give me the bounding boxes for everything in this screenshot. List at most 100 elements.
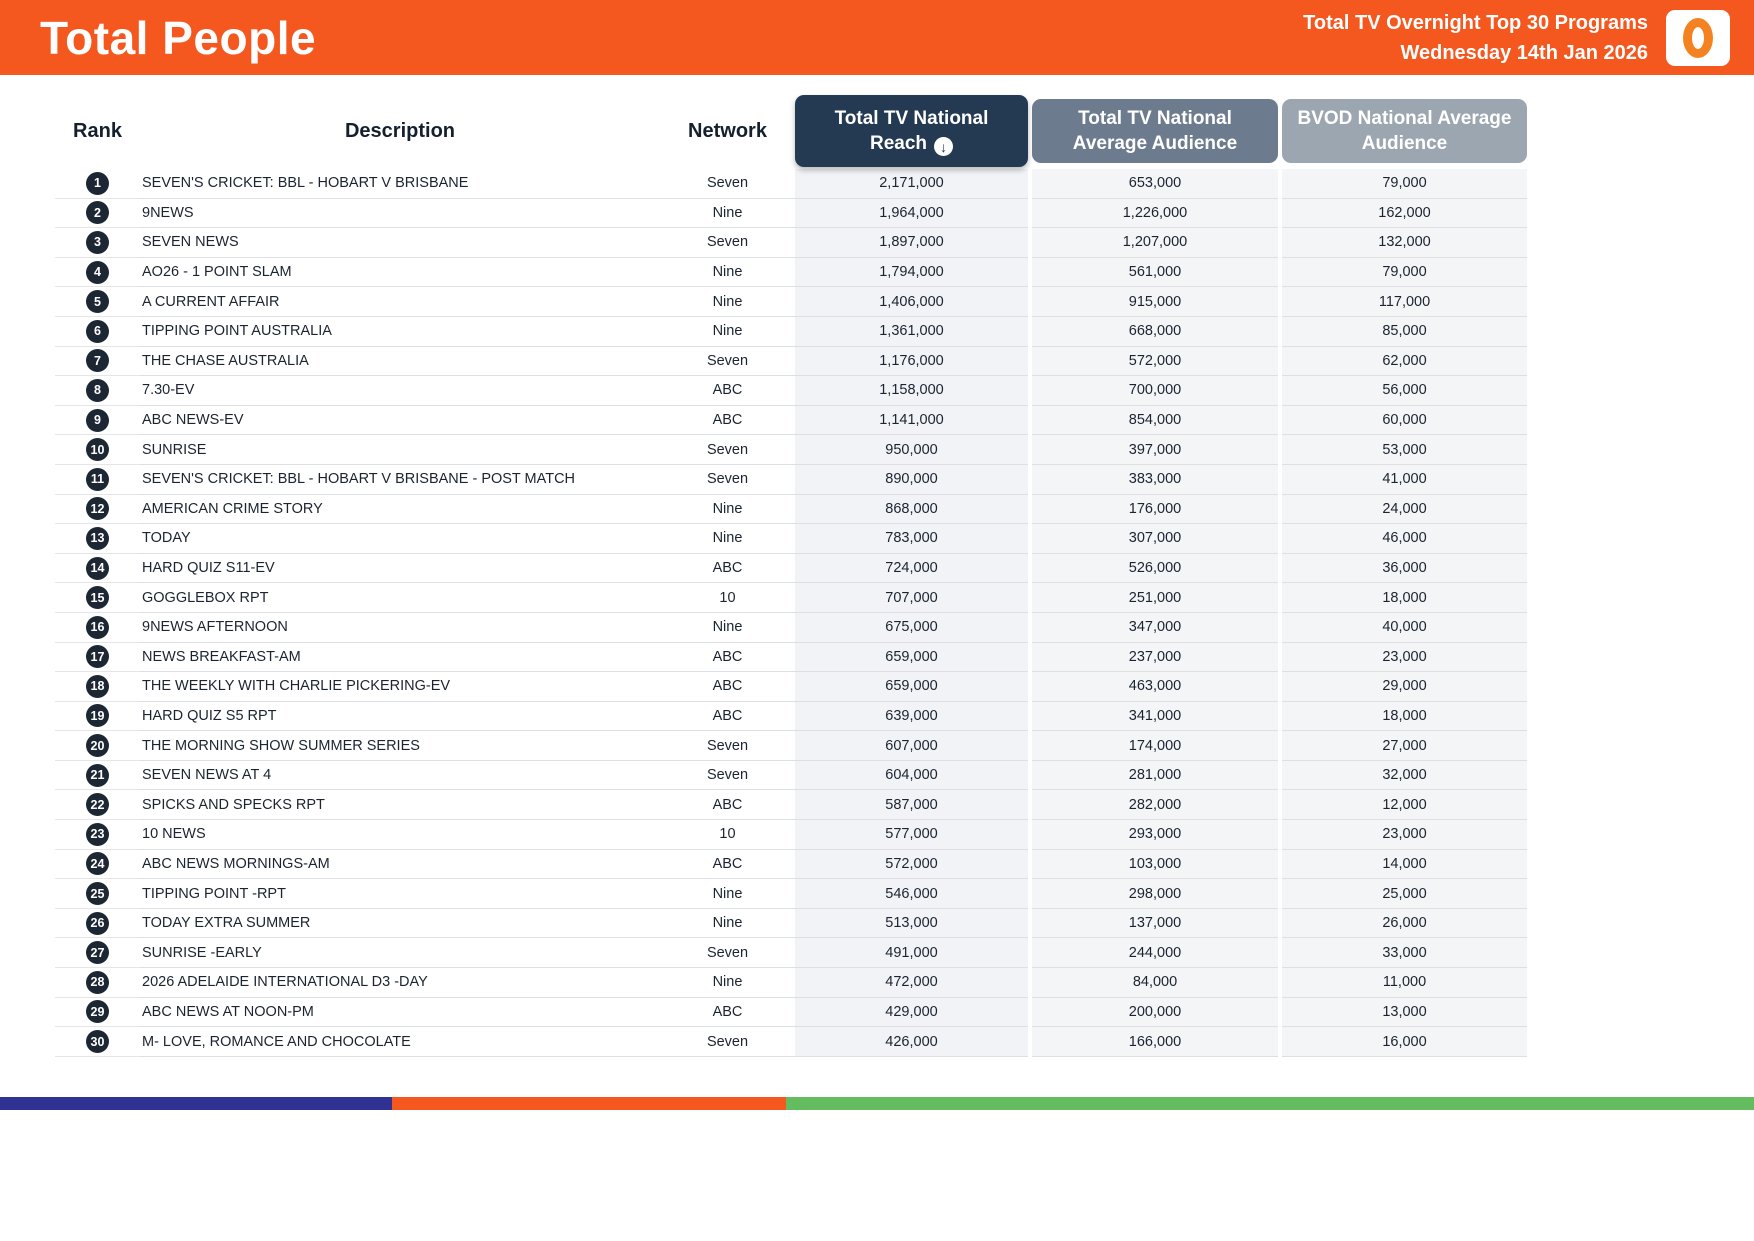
reach-cell: 724,000 xyxy=(795,553,1028,584)
rank-badge: 6 xyxy=(86,319,109,343)
average-audience-cell: 347,000 xyxy=(1032,612,1278,643)
table-row: 26 TODAY EXTRA SUMMER Nine 513,000 137,000 26… xyxy=(55,908,1527,939)
footer-segment-orange xyxy=(392,1097,786,1110)
network-cell: Nine xyxy=(660,199,795,229)
footer-segment-blue xyxy=(0,1097,393,1110)
rank-cell: 16 xyxy=(55,613,140,643)
rank-cell: 27 xyxy=(55,938,140,969)
average-audience-cell: 137,000 xyxy=(1032,908,1278,939)
bvod-audience-cell: 16,000 xyxy=(1282,1027,1527,1057)
rank-badge: 10 xyxy=(86,438,109,462)
table-row: 29 ABC NEWS AT NOON-PM ABC 429,000 200,000 13… xyxy=(55,997,1527,1028)
table-row: 25 TIPPING POINT -RPT Nine 546,000 298,000 25… xyxy=(55,879,1527,909)
table-row: 4 AO26 - 1 POINT SLAM Nine 1,794,000 561,000… xyxy=(55,257,1527,288)
reach-cell: 1,361,000 xyxy=(795,316,1028,347)
description-cell: 9NEWS xyxy=(140,199,660,229)
col-header-total-tv-average-audience: Total TV National Average Audience xyxy=(1032,99,1278,163)
reach-cell: 1,794,000 xyxy=(795,257,1028,288)
network-cell: Seven xyxy=(660,731,795,761)
table-row: 17 NEWS BREAKFAST-AM ABC 659,000 237,000 23,0… xyxy=(55,642,1527,673)
rank-badge: 7 xyxy=(86,349,109,373)
network-cell: ABC xyxy=(660,850,795,880)
description-cell: ABC NEWS AT NOON-PM xyxy=(140,998,660,1028)
average-audience-cell: 561,000 xyxy=(1032,257,1278,288)
bvod-audience-cell: 23,000 xyxy=(1282,820,1527,850)
description-cell: M- LOVE, ROMANCE AND CHOCOLATE xyxy=(140,1027,660,1057)
description-cell: THE WEEKLY WITH CHARLIE PICKERING-EV xyxy=(140,672,660,702)
reach-cell: 429,000 xyxy=(795,997,1028,1028)
average-audience-cell: 200,000 xyxy=(1032,997,1278,1028)
rank-cell: 30 xyxy=(55,1027,140,1057)
reach-cell: 1,964,000 xyxy=(795,198,1028,229)
table-row: 21 SEVEN NEWS AT 4 Seven 604,000 281,000 32,0… xyxy=(55,760,1527,791)
rank-badge: 30 xyxy=(86,1030,109,1054)
table-row: 5 A CURRENT AFFAIR Nine 1,406,000 915,000 117… xyxy=(55,287,1527,317)
average-audience-cell: 281,000 xyxy=(1032,760,1278,791)
reach-cell: 783,000 xyxy=(795,524,1028,554)
oztam-zero-icon xyxy=(1683,17,1713,58)
reach-cell: 639,000 xyxy=(795,701,1028,732)
reach-cell: 1,897,000 xyxy=(795,228,1028,258)
rank-cell: 21 xyxy=(55,761,140,791)
reach-cell: 1,406,000 xyxy=(795,287,1028,317)
average-audience-cell: 526,000 xyxy=(1032,553,1278,584)
table-row: 14 HARD QUIZ S11-EV ABC 724,000 526,000 36,00… xyxy=(55,553,1527,584)
description-cell: A CURRENT AFFAIR xyxy=(140,287,660,317)
reach-cell: 607,000 xyxy=(795,731,1028,761)
network-cell: Seven xyxy=(660,465,795,495)
rank-badge: 28 xyxy=(86,970,109,994)
table-header: Rank Description Network Total TV Nation… xyxy=(55,95,1527,167)
reach-cell: 572,000 xyxy=(795,849,1028,880)
rank-cell: 20 xyxy=(55,731,140,761)
sort-descending-icon[interactable]: ↓ xyxy=(934,137,954,157)
table-row: 28 2026 ADELAIDE INTERNATIONAL D3 -DAY Nin… xyxy=(55,968,1527,998)
report-name: Total TV Overnight Top 30 Programs xyxy=(1303,11,1648,34)
description-cell: NEWS BREAKFAST-AM xyxy=(140,643,660,673)
network-cell: ABC xyxy=(660,702,795,732)
rank-cell: 13 xyxy=(55,524,140,554)
description-cell: TODAY EXTRA SUMMER xyxy=(140,909,660,939)
network-cell: ABC xyxy=(660,998,795,1028)
description-cell: ABC NEWS-EV xyxy=(140,406,660,436)
col-header-rank: Rank xyxy=(73,120,122,142)
description-cell: SPICKS AND SPECKS RPT xyxy=(140,790,660,821)
network-cell: Seven xyxy=(660,1027,795,1057)
rank-badge: 27 xyxy=(86,941,109,965)
bvod-audience-cell: 53,000 xyxy=(1282,435,1527,465)
average-audience-cell: 463,000 xyxy=(1032,672,1278,702)
bvod-audience-cell: 14,000 xyxy=(1282,849,1527,880)
reach-cell: 707,000 xyxy=(795,583,1028,613)
description-cell: AO26 - 1 POINT SLAM xyxy=(140,258,660,288)
table-row: 16 9NEWS AFTERNOON Nine 675,000 347,000 40,00… xyxy=(55,612,1527,643)
description-cell: SEVEN'S CRICKET: BBL - HOBART V BRISBANE… xyxy=(140,465,660,495)
oztam-logo xyxy=(1666,9,1730,66)
table-body: 1 SEVEN'S CRICKET: BBL - HOBART V BRISBAN… xyxy=(55,169,1527,1057)
table-row: 18 THE WEEKLY WITH CHARLIE PICKERING-EV AB… xyxy=(55,672,1527,702)
network-cell: Nine xyxy=(660,879,795,909)
reach-cell: 513,000 xyxy=(795,908,1028,939)
network-cell: ABC xyxy=(660,672,795,702)
average-audience-cell: 668,000 xyxy=(1032,316,1278,347)
reach-cell: 659,000 xyxy=(795,642,1028,673)
description-cell: HARD QUIZ S11-EV xyxy=(140,554,660,584)
rank-cell: 29 xyxy=(55,998,140,1028)
rank-cell: 1 xyxy=(55,169,140,199)
network-cell: Seven xyxy=(660,435,795,465)
bvod-audience-cell: 117,000 xyxy=(1282,287,1527,317)
bvod-audience-cell: 33,000 xyxy=(1282,938,1527,969)
average-audience-cell: 251,000 xyxy=(1032,583,1278,613)
reach-cell: 491,000 xyxy=(795,938,1028,969)
rank-badge: 25 xyxy=(86,882,109,906)
bvod-audience-cell: 36,000 xyxy=(1282,553,1527,584)
bvod-audience-cell: 26,000 xyxy=(1282,908,1527,939)
network-cell: Nine xyxy=(660,258,795,288)
bvod-audience-cell: 132,000 xyxy=(1282,228,1527,258)
network-cell: Seven xyxy=(660,938,795,969)
reach-cell: 604,000 xyxy=(795,760,1028,791)
table-row: 8 7.30-EV ABC 1,158,000 700,000 56,000 xyxy=(55,376,1527,406)
rank-cell: 3 xyxy=(55,228,140,258)
bvod-audience-cell: 41,000 xyxy=(1282,464,1527,495)
average-audience-cell: 174,000 xyxy=(1032,731,1278,761)
rank-badge: 29 xyxy=(86,1000,109,1024)
description-cell: AMERICAN CRIME STORY xyxy=(140,495,660,525)
